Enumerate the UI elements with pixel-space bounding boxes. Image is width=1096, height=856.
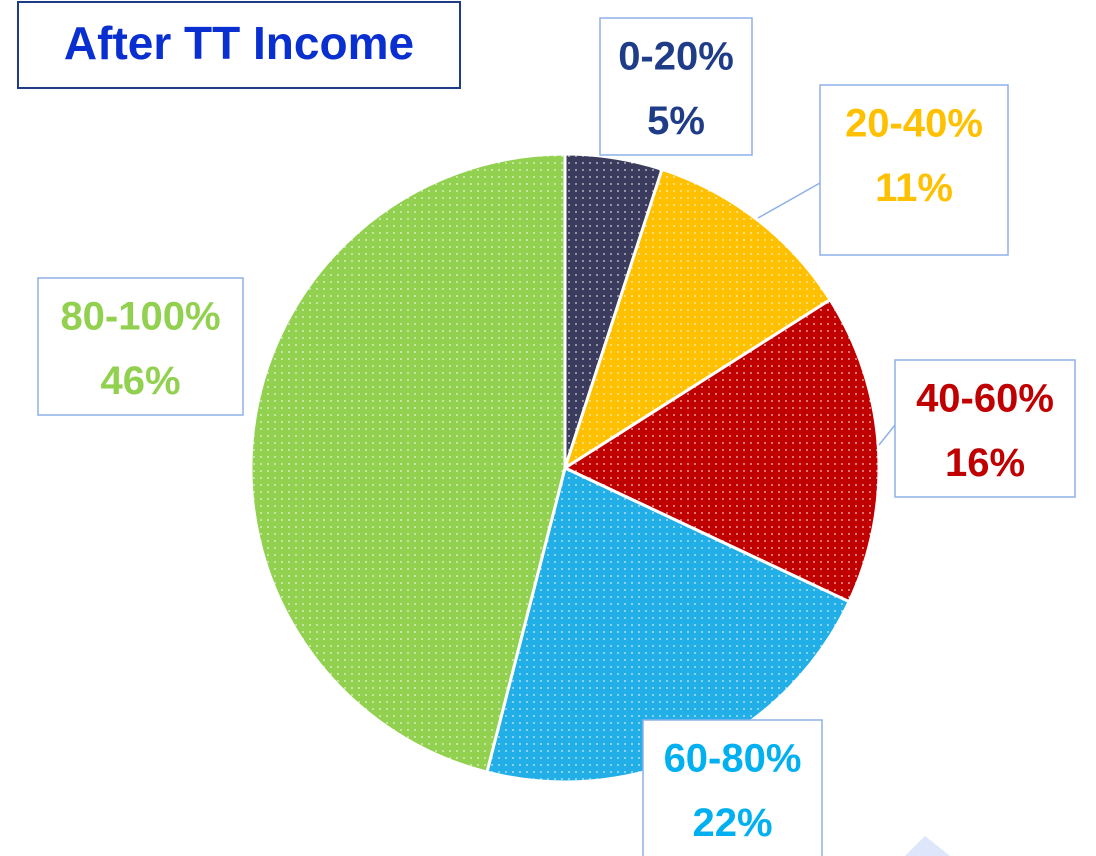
slice-value-label: 22% (692, 801, 772, 845)
slice-category: 80-100% (60, 295, 220, 339)
slice-category: 60-80% (664, 737, 802, 781)
label-box (599, 17, 753, 156)
slice-category: 0-20% (618, 35, 734, 79)
pie-slice (249, 152, 567, 774)
slice-value-label: 46% (100, 359, 180, 403)
leader-line (757, 182, 821, 219)
label-box (642, 719, 823, 856)
slice-value-label: 16% (945, 441, 1025, 485)
title-box (17, 1, 461, 89)
leader-line (878, 424, 896, 446)
chart-title: After TT Income (64, 17, 414, 69)
label-box (894, 359, 1076, 498)
label-box (37, 277, 244, 416)
label-box (819, 84, 1009, 256)
slice-value-label: 5% (647, 99, 705, 143)
slice-value-label: 11% (875, 166, 953, 210)
slice-category: 40-60% (916, 377, 1054, 421)
decoration (905, 836, 950, 856)
slice-category: 20-40% (845, 102, 983, 146)
pie-slice (562, 167, 833, 472)
pie-slice (561, 297, 881, 604)
